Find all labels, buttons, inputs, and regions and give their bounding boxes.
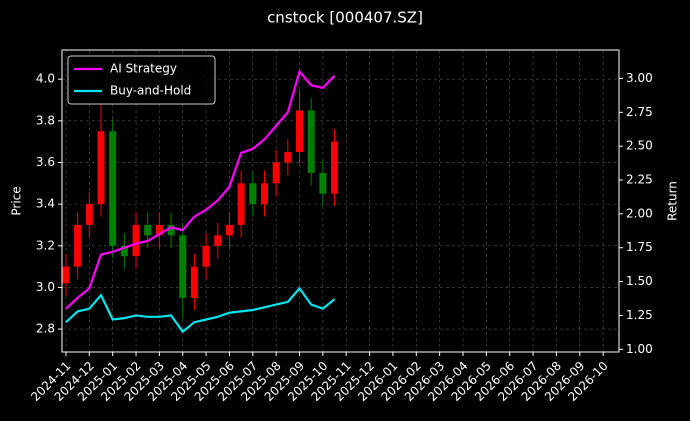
candle-body (190, 266, 198, 298)
candle-body (331, 141, 339, 194)
legend-box (67, 55, 216, 105)
candle-body (85, 204, 93, 225)
y-tick-label: 3.8 (36, 113, 55, 127)
line (65, 69, 336, 310)
y-tick-label: 3.4 (36, 197, 55, 211)
legend-label: Buy-and-Hold (110, 84, 191, 98)
chart-title: cnstock [000407.SZ] (267, 9, 423, 27)
legend-label: AI Strategy (110, 62, 177, 76)
candle-body (132, 224, 140, 257)
candle-body (296, 110, 304, 153)
candle-body (284, 152, 292, 163)
y2-tick-label: 2.50 (626, 139, 653, 153)
y2-tick-label: 1.25 (626, 308, 653, 322)
y-tick-label: 3.2 (36, 238, 55, 252)
y2-tick-label: 2.00 (626, 206, 653, 220)
y2-tick-label: 3.00 (626, 71, 653, 85)
y-tick-label: 4.0 (36, 72, 55, 86)
y-tick-label: 2.8 (36, 322, 55, 336)
y2-tick-label: 1.50 (626, 274, 653, 288)
candle-body (307, 110, 315, 173)
candle-body (109, 131, 117, 246)
plot-frame (61, 49, 620, 353)
candle-body (319, 172, 327, 194)
candle-body (97, 131, 105, 205)
y-axis-label: Price (10, 186, 24, 215)
candle-body (74, 224, 82, 267)
candle-body (272, 162, 280, 184)
candle-body (120, 245, 128, 257)
candle-body (237, 183, 245, 225)
candle-body (62, 266, 70, 284)
y2-tick-label: 2.75 (626, 105, 653, 119)
candle-body (202, 245, 210, 267)
candle-body (179, 235, 187, 298)
y2-tick-label: 1.75 (626, 240, 653, 254)
candle-body (260, 183, 268, 205)
y-tick-label: 3.0 (36, 280, 55, 294)
candle-body (167, 224, 175, 236)
candle-body (144, 224, 152, 236)
line (65, 286, 336, 334)
y2-axis-label: Return (666, 181, 680, 221)
y2-tick-label: 1.00 (626, 342, 653, 356)
candle-body (249, 183, 257, 205)
candle-body (214, 235, 222, 246)
candle-body (155, 224, 163, 236)
y-tick-label: 3.6 (36, 155, 55, 169)
candle-body (225, 224, 233, 236)
y2-tick-label: 2.25 (626, 173, 653, 187)
